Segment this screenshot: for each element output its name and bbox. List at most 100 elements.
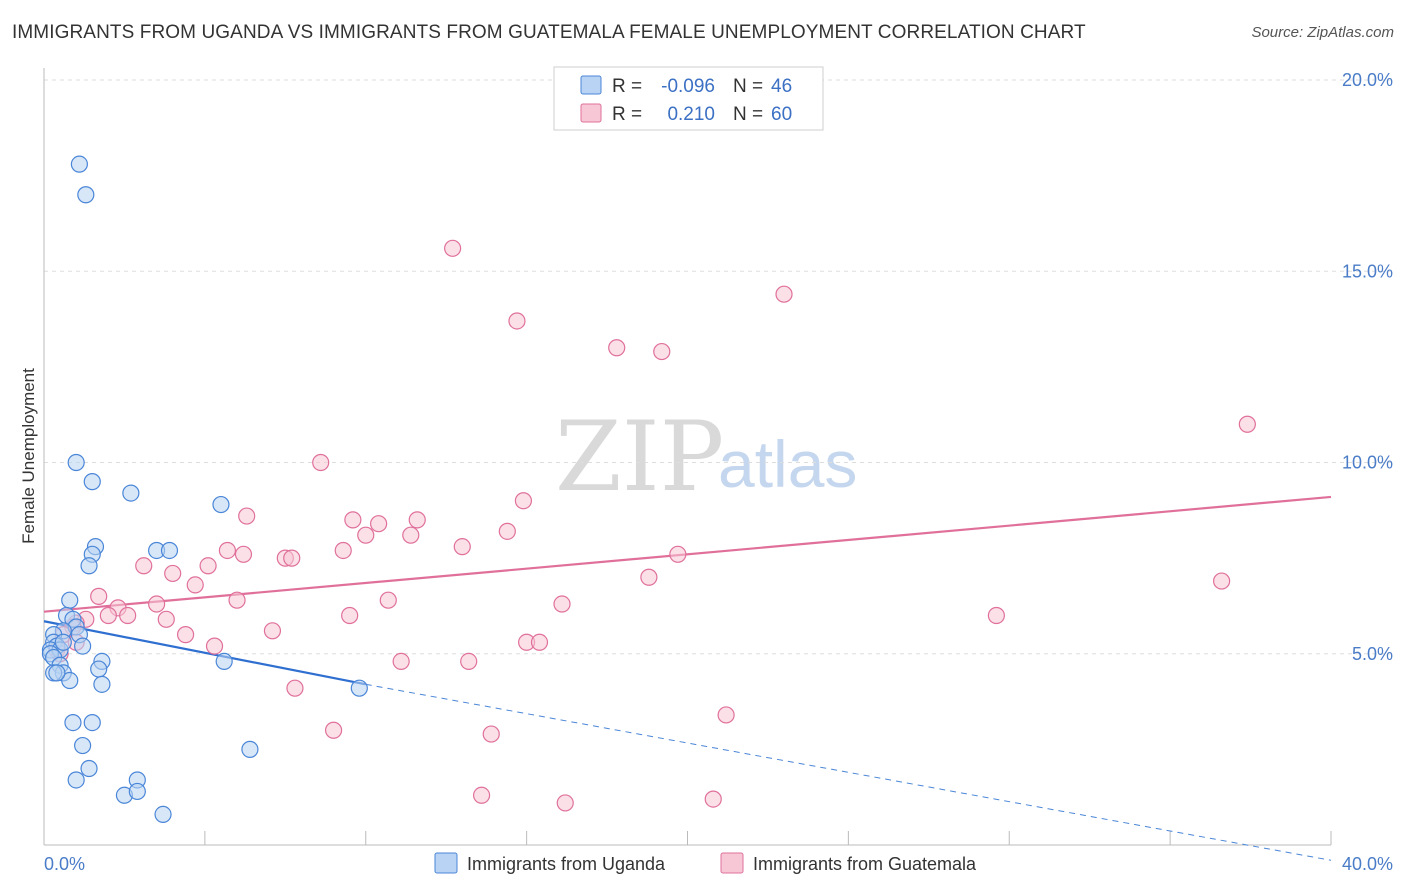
guatemala-points (48, 239, 1256, 812)
uganda-point (93, 675, 111, 693)
guatemala-point (324, 721, 343, 739)
guatemala-point (334, 541, 352, 560)
uganda-point (215, 652, 233, 671)
x-ticks (43, 831, 1332, 845)
legend-swatch-uganda (580, 75, 602, 95)
guatemala-point (148, 595, 166, 613)
uganda-point (128, 782, 146, 801)
correlation-legend: R = -0.096 N = 46 R = 0.210 N = 60 (553, 66, 824, 131)
y-tick-label: 15.0% (1342, 261, 1393, 281)
guatemala-point (408, 511, 426, 529)
y-axis-label: Female Unemployment (19, 368, 38, 544)
legend-swatch-guatemala (580, 103, 602, 123)
uganda-point (122, 484, 140, 502)
series-legend: Immigrants from Uganda Immigrants from G… (434, 852, 977, 874)
uganda-point (83, 473, 101, 491)
guatemala-point (312, 453, 330, 472)
guatemala-point (775, 285, 793, 303)
guatemala-point (498, 522, 516, 540)
uganda-point (212, 495, 230, 514)
guatemala-point (640, 568, 658, 586)
guatemala-point (508, 312, 526, 330)
chart-title: IMMIGRANTS FROM UGANDA VS IMMIGRANTS FRO… (12, 22, 1086, 43)
guatemala-point (238, 507, 256, 525)
uganda-point (241, 740, 259, 758)
uganda-point (54, 633, 72, 651)
x-tick-label-max: 40.0% (1342, 854, 1393, 874)
gridlines (44, 79, 1393, 655)
guatemala-point (717, 706, 735, 724)
guatemala-point (90, 587, 108, 605)
trend-line-guatemala (43, 495, 1332, 613)
guatemala-point (482, 725, 500, 743)
bottom-legend-swatch-guatemala (720, 852, 744, 874)
guatemala-point (704, 790, 722, 808)
uganda-point (48, 664, 66, 682)
uganda-point (74, 736, 92, 755)
trend-line-uganda (43, 620, 366, 686)
legend-n-label-guatemala: N = (733, 104, 763, 125)
source-credit: Source: ZipAtlas.com (1251, 24, 1394, 41)
y-tick-label: 20.0% (1342, 70, 1393, 90)
guatemala-point (514, 492, 533, 510)
uganda-points (41, 155, 368, 824)
legend-r-value-guatemala: 0.210 (667, 104, 715, 125)
legend-r-label-guatemala: R = (612, 104, 642, 125)
guatemala-point (157, 610, 175, 628)
legend-r-value-uganda: -0.096 (661, 76, 715, 97)
trend-line-uganda-extrapolated (365, 683, 1332, 861)
uganda-point (61, 591, 79, 609)
guatemala-point (392, 652, 410, 671)
uganda-point (83, 713, 101, 732)
uganda-point (64, 713, 82, 732)
guatemala-point (283, 549, 301, 567)
guatemala-point (460, 652, 478, 671)
guatemala-point (370, 515, 388, 533)
x-tick-label-min: 0.0% (44, 854, 85, 874)
guatemala-point (135, 557, 153, 575)
guatemala-point (234, 545, 253, 563)
uganda-point (61, 671, 79, 690)
guatemala-point (453, 538, 471, 556)
y-tick-label: 10.0% (1342, 453, 1393, 473)
uganda-point (70, 155, 88, 173)
uganda-point (67, 453, 85, 472)
guatemala-point (164, 564, 182, 583)
guatemala-point (669, 545, 687, 563)
uganda-point (74, 637, 92, 655)
legend-r-label-uganda: R = (612, 76, 642, 97)
guatemala-point (608, 339, 626, 357)
uganda-point (154, 805, 172, 824)
watermark-zip: ZIP (555, 401, 724, 513)
guatemala-point (553, 595, 571, 613)
guatemala-point (341, 606, 359, 625)
guatemala-point (218, 541, 236, 560)
uganda-point (77, 186, 95, 204)
uganda-point (160, 541, 179, 560)
uganda-point (80, 557, 98, 575)
legend-n-value-guatemala: 60 (771, 104, 792, 125)
y-tick-labels: 5.0% 10.0% 15.0% 20.0% (1342, 70, 1393, 664)
bottom-legend-swatch-uganda (434, 852, 458, 874)
uganda-point (80, 759, 98, 778)
uganda-point (67, 771, 85, 789)
guatemala-point (357, 526, 375, 544)
bottom-legend-label-guatemala: Immigrants from Guatemala (753, 854, 977, 874)
guatemala-point (186, 576, 204, 594)
guatemala-point (530, 633, 549, 651)
trend-lines (43, 495, 1332, 861)
uganda-point (90, 660, 108, 678)
guatemala-point (1238, 415, 1256, 433)
watermark-atlas: atlas (718, 427, 857, 501)
guatemala-point (205, 637, 224, 655)
guatemala-point (402, 526, 420, 544)
guatemala-point (472, 786, 491, 804)
guatemala-point (444, 239, 462, 257)
legend-n-value-uganda: 46 (771, 76, 792, 97)
y-tick-label: 5.0% (1352, 644, 1393, 664)
guatemala-point (228, 591, 246, 609)
guatemala-point (176, 626, 195, 644)
bottom-legend-label-uganda: Immigrants from Uganda (467, 854, 666, 874)
guatemala-point (653, 342, 671, 361)
